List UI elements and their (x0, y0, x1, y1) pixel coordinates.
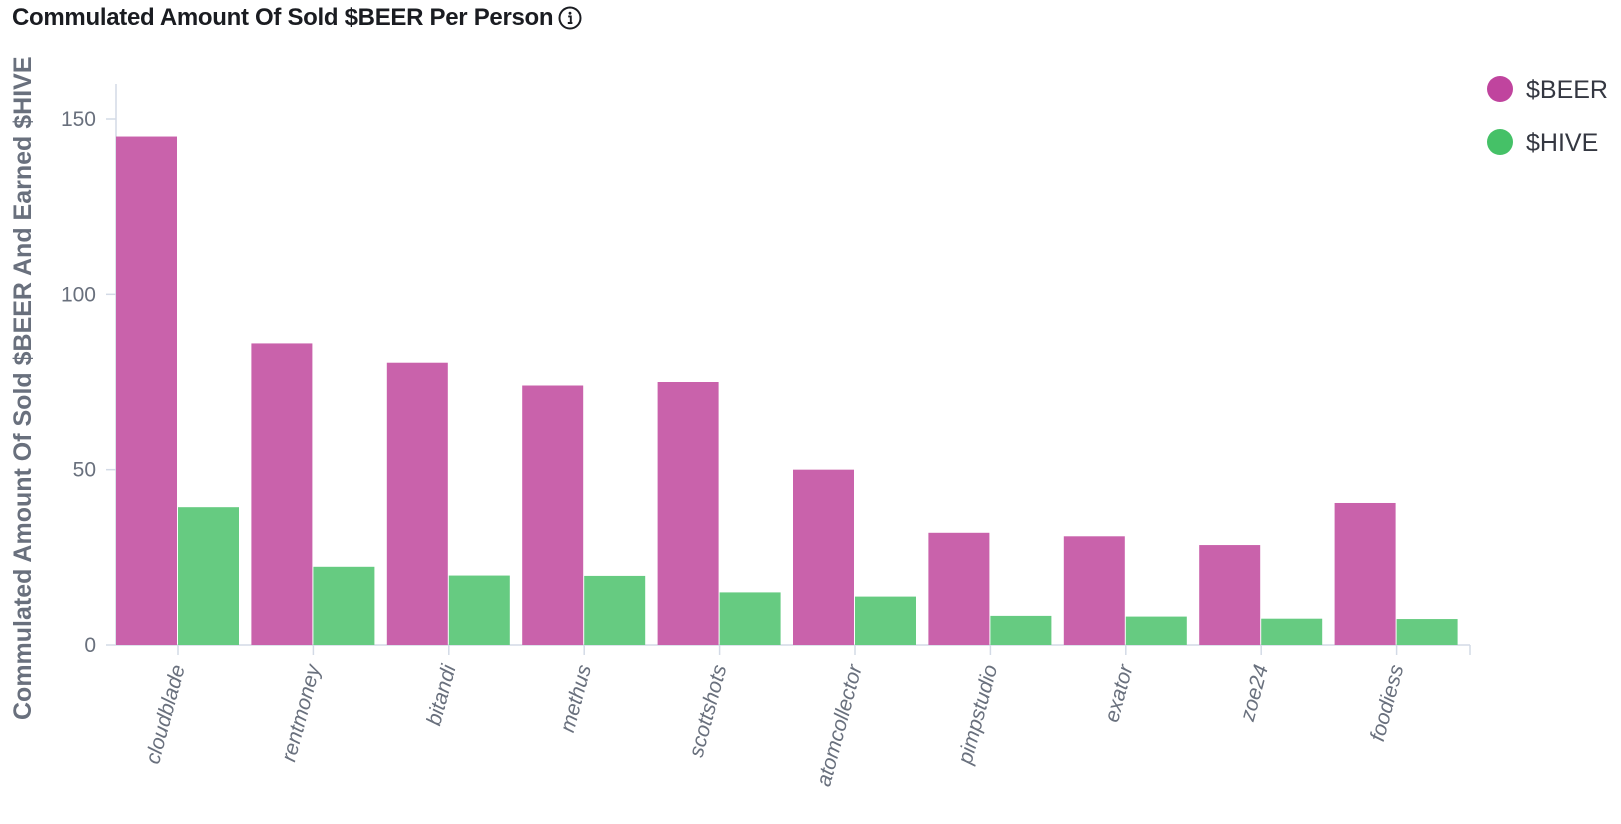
y-axis-label-group: Commulated Amount Of Sold $BEER And Earn… (9, 57, 37, 721)
x-tick-label-cloudblade: cloudblade (141, 662, 190, 766)
bar-hive-zoe24[interactable] (1261, 618, 1323, 645)
x-tick-label-methus: methus (556, 662, 596, 735)
bar-hive-atomcollector[interactable] (855, 596, 916, 645)
x-tick-label-exator: exator (1100, 661, 1138, 724)
bar-beer-methus[interactable] (522, 385, 584, 645)
bar-hive-scottshots[interactable] (719, 592, 781, 645)
chart-header: Commulated Amount Of Sold $BEER Per Pers… (12, 4, 582, 32)
bar-beer-atomcollector[interactable] (793, 469, 854, 645)
chart-title: Commulated Amount Of Sold $BEER Per Pers… (12, 4, 554, 31)
x-tick-label-pimpstudio: pimpstudio (953, 662, 1002, 767)
legend-swatch (1487, 129, 1513, 155)
bar-beer-pimpstudio[interactable] (928, 532, 990, 645)
bar-beer-rentmoney[interactable] (251, 343, 313, 645)
legend-item-beer[interactable]: $BEER (1487, 76, 1608, 104)
bar-beer-scottshots[interactable] (657, 382, 719, 645)
bar-hive-bitandi[interactable] (448, 575, 510, 645)
y-tick-label: 0 (84, 634, 96, 657)
bar-hive-methus[interactable] (584, 575, 646, 645)
bars (116, 136, 1458, 646)
bar-hive-cloudblade[interactable] (178, 507, 239, 645)
legend-label: $HIVE (1526, 129, 1598, 157)
bar-hive-rentmoney[interactable] (313, 566, 375, 645)
x-tick-label-scottshots: scottshots (685, 662, 732, 760)
legend: $BEER $HIVE (1487, 76, 1608, 157)
y-tick-labels: 0 50 100 150 (61, 108, 116, 657)
x-tick-label-foodiess: foodiess (1366, 662, 1409, 744)
bar-beer-zoe24[interactable] (1199, 545, 1261, 645)
legend-swatch (1487, 76, 1513, 102)
bar-hive-foodiess[interactable] (1396, 619, 1458, 645)
info-icon[interactable] (558, 6, 582, 30)
bar-beer-cloudblade[interactable] (116, 136, 177, 646)
bar-hive-pimpstudio[interactable] (990, 615, 1052, 645)
legend-label: $BEER (1526, 76, 1608, 104)
bar-hive-exator[interactable] (1125, 616, 1187, 645)
x-tick-label-bitandi: bitandi (422, 661, 461, 728)
x-tick-label-rentmoney: rentmoney (277, 661, 325, 764)
y-tick-label: 50 (73, 459, 96, 482)
bar-beer-foodiess[interactable] (1334, 502, 1396, 645)
x-tick-label-zoe24: zoe24 (1236, 662, 1273, 724)
y-tick-label: 150 (61, 108, 96, 131)
bar-beer-bitandi[interactable] (386, 362, 448, 645)
y-tick-label: 100 (61, 283, 96, 306)
x-tick-labels: cloudblade rentmoney bitandi methus scottsho… (141, 645, 1471, 789)
legend-item-hive[interactable]: $HIVE (1487, 129, 1598, 157)
x-tick-label-atomcollector: atomcollector (812, 661, 867, 789)
y-axis-label: Commulated Amount Of Sold $BEER And Earn… (9, 57, 37, 721)
bar-beer-exator[interactable] (1063, 536, 1125, 645)
